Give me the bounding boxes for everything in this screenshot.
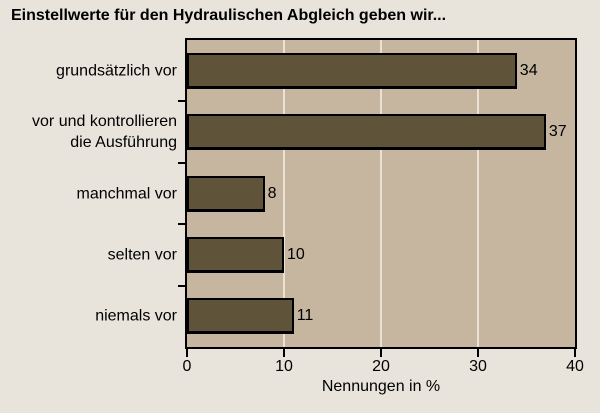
bar <box>187 236 284 273</box>
x-axis-tick <box>380 349 382 357</box>
x-axis-tick <box>477 349 479 357</box>
x-axis-tick-label: 40 <box>566 358 584 375</box>
y-axis-tick <box>178 284 185 287</box>
x-axis-tick-label: 20 <box>372 358 390 375</box>
x-axis-title: Nennungen in % <box>321 378 441 395</box>
category-label: niemals vor <box>95 307 177 325</box>
bar-value-label: 10 <box>287 245 305 263</box>
bar <box>187 114 546 151</box>
gridline <box>283 40 285 347</box>
bar <box>187 52 517 89</box>
category-label: manchmal vor <box>76 185 177 202</box>
gridline <box>477 40 479 347</box>
bar-value-label: 34 <box>519 61 538 79</box>
x-axis-tick <box>186 349 188 357</box>
y-axis-tick <box>178 100 185 103</box>
x-axis-tick-label: 30 <box>469 358 487 375</box>
x-axis-tick-labels: 0 10 20 30 40 <box>182 358 584 378</box>
chart-title: Einstellwerte für den Hydraulischen Abgl… <box>11 7 447 24</box>
category-label: grundsätzlich vor <box>56 62 177 80</box>
bar-value-label: 8 <box>267 184 277 202</box>
bar-value-label: 11 <box>296 307 314 325</box>
plot-area: 34 37 8 10 11 <box>178 38 577 357</box>
x-axis-tick <box>283 349 285 357</box>
category-label: vor und kontrollieren die Ausführung <box>32 113 177 152</box>
x-axis-tick-label: 0 <box>182 358 192 375</box>
y-axis-tick <box>178 223 185 226</box>
bar <box>187 175 265 212</box>
gridline <box>380 40 382 347</box>
bar-value-label: 37 <box>548 123 567 141</box>
category-axis-labels: grundsätzlich vor vor und kontrollieren d… <box>0 38 177 349</box>
y-axis-tick <box>178 161 185 164</box>
x-axis-tick <box>574 349 576 357</box>
x-axis-tick-label: 10 <box>275 358 293 375</box>
bar <box>187 298 294 335</box>
category-label: selten vor <box>107 246 177 264</box>
